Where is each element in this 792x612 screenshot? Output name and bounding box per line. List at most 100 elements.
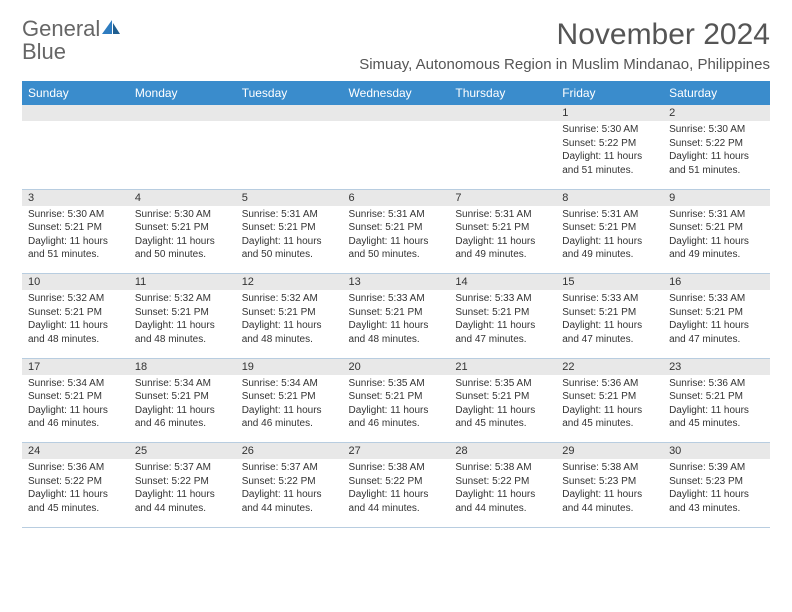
day-cell: Sunrise: 5:32 AMSunset: 5:21 PMDaylight:… bbox=[129, 290, 236, 358]
logo-word1: General bbox=[22, 16, 100, 41]
sunset-text: Sunset: 5:23 PM bbox=[669, 475, 764, 489]
sunrise-text: Sunrise: 5:31 AM bbox=[242, 208, 337, 222]
weekday-header: Tuesday bbox=[236, 81, 343, 105]
sunset-text: Sunset: 5:21 PM bbox=[669, 390, 764, 404]
sunrise-text: Sunrise: 5:33 AM bbox=[349, 292, 444, 306]
day-number: 9 bbox=[663, 189, 770, 206]
day-content-row: Sunrise: 5:36 AMSunset: 5:22 PMDaylight:… bbox=[22, 459, 770, 527]
daylight-text: Daylight: 11 hours and 51 minutes. bbox=[562, 150, 657, 177]
sunset-text: Sunset: 5:21 PM bbox=[242, 221, 337, 235]
sunrise-text: Sunrise: 5:30 AM bbox=[562, 123, 657, 137]
day-cell: Sunrise: 5:39 AMSunset: 5:23 PMDaylight:… bbox=[663, 459, 770, 527]
sunrise-text: Sunrise: 5:36 AM bbox=[669, 377, 764, 391]
sunrise-text: Sunrise: 5:37 AM bbox=[135, 461, 230, 475]
day-number: 19 bbox=[236, 358, 343, 375]
sunset-text: Sunset: 5:21 PM bbox=[349, 390, 444, 404]
weekday-header: Friday bbox=[556, 81, 663, 105]
sunrise-text: Sunrise: 5:33 AM bbox=[562, 292, 657, 306]
day-number: 20 bbox=[343, 358, 450, 375]
day-number: 21 bbox=[449, 358, 556, 375]
sunrise-text: Sunrise: 5:38 AM bbox=[562, 461, 657, 475]
day-number bbox=[129, 105, 236, 121]
daylight-text: Daylight: 11 hours and 44 minutes. bbox=[562, 488, 657, 515]
sunset-text: Sunset: 5:21 PM bbox=[28, 221, 123, 235]
day-number bbox=[236, 105, 343, 121]
title-block: November 2024 Simuay, Autonomous Region … bbox=[359, 18, 770, 73]
day-number: 6 bbox=[343, 189, 450, 206]
sunrise-text: Sunrise: 5:37 AM bbox=[242, 461, 337, 475]
sunrise-text: Sunrise: 5:33 AM bbox=[669, 292, 764, 306]
day-cell: Sunrise: 5:37 AMSunset: 5:22 PMDaylight:… bbox=[129, 459, 236, 527]
day-cell: Sunrise: 5:30 AMSunset: 5:21 PMDaylight:… bbox=[22, 206, 129, 274]
day-cell: Sunrise: 5:30 AMSunset: 5:22 PMDaylight:… bbox=[556, 121, 663, 189]
daylight-text: Daylight: 11 hours and 45 minutes. bbox=[562, 404, 657, 431]
sunset-text: Sunset: 5:21 PM bbox=[135, 221, 230, 235]
sunrise-text: Sunrise: 5:32 AM bbox=[242, 292, 337, 306]
day-number-row: 17181920212223 bbox=[22, 358, 770, 375]
daylight-text: Daylight: 11 hours and 46 minutes. bbox=[28, 404, 123, 431]
day-content-row: Sunrise: 5:30 AMSunset: 5:22 PMDaylight:… bbox=[22, 121, 770, 189]
sunset-text: Sunset: 5:21 PM bbox=[562, 221, 657, 235]
day-cell bbox=[343, 121, 450, 189]
day-cell: Sunrise: 5:31 AMSunset: 5:21 PMDaylight:… bbox=[556, 206, 663, 274]
daylight-text: Daylight: 11 hours and 50 minutes. bbox=[135, 235, 230, 262]
sunrise-text: Sunrise: 5:30 AM bbox=[135, 208, 230, 222]
day-content-row: Sunrise: 5:34 AMSunset: 5:21 PMDaylight:… bbox=[22, 375, 770, 443]
daylight-text: Daylight: 11 hours and 50 minutes. bbox=[349, 235, 444, 262]
day-number-row: 24252627282930 bbox=[22, 443, 770, 460]
sunset-text: Sunset: 5:21 PM bbox=[562, 390, 657, 404]
logo-word2: Blue bbox=[22, 39, 66, 64]
daylight-text: Daylight: 11 hours and 45 minutes. bbox=[669, 404, 764, 431]
sunrise-text: Sunrise: 5:30 AM bbox=[669, 123, 764, 137]
day-cell: Sunrise: 5:37 AMSunset: 5:22 PMDaylight:… bbox=[236, 459, 343, 527]
day-number: 30 bbox=[663, 443, 770, 460]
day-number: 27 bbox=[343, 443, 450, 460]
day-number: 5 bbox=[236, 189, 343, 206]
day-cell: Sunrise: 5:36 AMSunset: 5:22 PMDaylight:… bbox=[22, 459, 129, 527]
day-number bbox=[343, 105, 450, 121]
day-cell: Sunrise: 5:32 AMSunset: 5:21 PMDaylight:… bbox=[22, 290, 129, 358]
sunset-text: Sunset: 5:22 PM bbox=[135, 475, 230, 489]
day-number: 7 bbox=[449, 189, 556, 206]
daylight-text: Daylight: 11 hours and 44 minutes. bbox=[242, 488, 337, 515]
weekday-header: Sunday bbox=[22, 81, 129, 105]
sunset-text: Sunset: 5:21 PM bbox=[669, 306, 764, 320]
day-cell: Sunrise: 5:31 AMSunset: 5:21 PMDaylight:… bbox=[343, 206, 450, 274]
day-number-row: 3456789 bbox=[22, 189, 770, 206]
sunrise-text: Sunrise: 5:31 AM bbox=[669, 208, 764, 222]
sail-icon bbox=[100, 18, 122, 36]
daylight-text: Daylight: 11 hours and 43 minutes. bbox=[669, 488, 764, 515]
sunrise-text: Sunrise: 5:32 AM bbox=[28, 292, 123, 306]
daylight-text: Daylight: 11 hours and 50 minutes. bbox=[242, 235, 337, 262]
day-number: 23 bbox=[663, 358, 770, 375]
weekday-header: Monday bbox=[129, 81, 236, 105]
calendar-table: SundayMondayTuesdayWednesdayThursdayFrid… bbox=[22, 81, 770, 528]
sunset-text: Sunset: 5:22 PM bbox=[28, 475, 123, 489]
daylight-text: Daylight: 11 hours and 51 minutes. bbox=[669, 150, 764, 177]
sunrise-text: Sunrise: 5:35 AM bbox=[455, 377, 550, 391]
day-number bbox=[22, 105, 129, 121]
day-cell: Sunrise: 5:38 AMSunset: 5:22 PMDaylight:… bbox=[449, 459, 556, 527]
day-number: 28 bbox=[449, 443, 556, 460]
sunrise-text: Sunrise: 5:30 AM bbox=[28, 208, 123, 222]
sunset-text: Sunset: 5:21 PM bbox=[28, 390, 123, 404]
day-number: 12 bbox=[236, 274, 343, 291]
weekday-row: SundayMondayTuesdayWednesdayThursdayFrid… bbox=[22, 81, 770, 105]
day-number: 4 bbox=[129, 189, 236, 206]
day-number: 29 bbox=[556, 443, 663, 460]
day-cell: Sunrise: 5:32 AMSunset: 5:21 PMDaylight:… bbox=[236, 290, 343, 358]
day-cell: Sunrise: 5:34 AMSunset: 5:21 PMDaylight:… bbox=[236, 375, 343, 443]
sunset-text: Sunset: 5:21 PM bbox=[135, 306, 230, 320]
sunset-text: Sunset: 5:21 PM bbox=[349, 306, 444, 320]
daylight-text: Daylight: 11 hours and 49 minutes. bbox=[562, 235, 657, 262]
day-number: 8 bbox=[556, 189, 663, 206]
day-cell: Sunrise: 5:33 AMSunset: 5:21 PMDaylight:… bbox=[343, 290, 450, 358]
daylight-text: Daylight: 11 hours and 47 minutes. bbox=[455, 319, 550, 346]
sunset-text: Sunset: 5:23 PM bbox=[562, 475, 657, 489]
sunset-text: Sunset: 5:21 PM bbox=[242, 306, 337, 320]
day-cell: Sunrise: 5:38 AMSunset: 5:22 PMDaylight:… bbox=[343, 459, 450, 527]
sunset-text: Sunset: 5:22 PM bbox=[242, 475, 337, 489]
day-number: 24 bbox=[22, 443, 129, 460]
day-number bbox=[449, 105, 556, 121]
sunrise-text: Sunrise: 5:38 AM bbox=[455, 461, 550, 475]
